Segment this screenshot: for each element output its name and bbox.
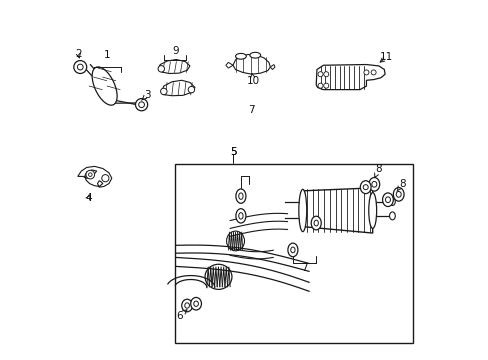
Polygon shape: [270, 64, 274, 69]
Circle shape: [86, 170, 94, 179]
Ellipse shape: [193, 301, 198, 306]
Text: 7: 7: [301, 263, 307, 273]
Circle shape: [135, 99, 147, 111]
Ellipse shape: [290, 247, 294, 253]
Circle shape: [74, 60, 86, 73]
Text: 5: 5: [229, 147, 236, 157]
Circle shape: [160, 88, 167, 95]
Ellipse shape: [310, 216, 321, 230]
Ellipse shape: [360, 181, 370, 194]
Polygon shape: [161, 80, 195, 96]
Ellipse shape: [235, 209, 245, 223]
Text: 8: 8: [396, 179, 405, 192]
Text: 9: 9: [172, 46, 178, 56]
Circle shape: [323, 83, 328, 88]
Ellipse shape: [182, 299, 192, 312]
Ellipse shape: [190, 297, 201, 310]
Text: 3: 3: [142, 90, 151, 100]
Ellipse shape: [235, 189, 245, 203]
Ellipse shape: [238, 193, 243, 199]
Ellipse shape: [368, 177, 379, 191]
Polygon shape: [316, 64, 384, 90]
Text: 11: 11: [379, 52, 392, 62]
Text: 4: 4: [85, 193, 92, 203]
Circle shape: [88, 173, 92, 176]
Text: 1: 1: [104, 50, 111, 60]
Circle shape: [363, 70, 368, 75]
Ellipse shape: [235, 53, 246, 59]
Ellipse shape: [389, 198, 394, 206]
FancyBboxPatch shape: [174, 164, 412, 343]
Polygon shape: [78, 166, 112, 187]
Text: 10: 10: [246, 73, 260, 86]
Ellipse shape: [287, 243, 297, 257]
Ellipse shape: [392, 188, 403, 201]
Circle shape: [188, 86, 194, 93]
Text: 8: 8: [374, 163, 382, 177]
Circle shape: [102, 175, 109, 182]
Ellipse shape: [385, 197, 389, 203]
Ellipse shape: [395, 192, 400, 197]
Text: 7: 7: [248, 105, 254, 115]
Ellipse shape: [249, 52, 260, 58]
Circle shape: [139, 102, 144, 108]
Text: 6: 6: [176, 310, 186, 320]
Circle shape: [317, 72, 323, 77]
Text: 5: 5: [229, 147, 236, 157]
Ellipse shape: [368, 193, 376, 228]
Ellipse shape: [382, 193, 392, 207]
Ellipse shape: [184, 303, 189, 308]
Circle shape: [323, 72, 328, 77]
Polygon shape: [302, 188, 372, 233]
Circle shape: [77, 64, 83, 70]
Ellipse shape: [92, 67, 117, 105]
Ellipse shape: [313, 220, 318, 226]
Ellipse shape: [298, 189, 306, 231]
Polygon shape: [233, 54, 270, 74]
Circle shape: [158, 66, 164, 72]
Polygon shape: [158, 59, 190, 73]
Ellipse shape: [371, 181, 376, 187]
Circle shape: [317, 83, 323, 88]
Text: 2: 2: [75, 49, 81, 59]
Polygon shape: [225, 62, 233, 68]
Ellipse shape: [238, 213, 243, 219]
Ellipse shape: [389, 212, 394, 220]
Ellipse shape: [363, 185, 367, 190]
Circle shape: [370, 70, 375, 75]
